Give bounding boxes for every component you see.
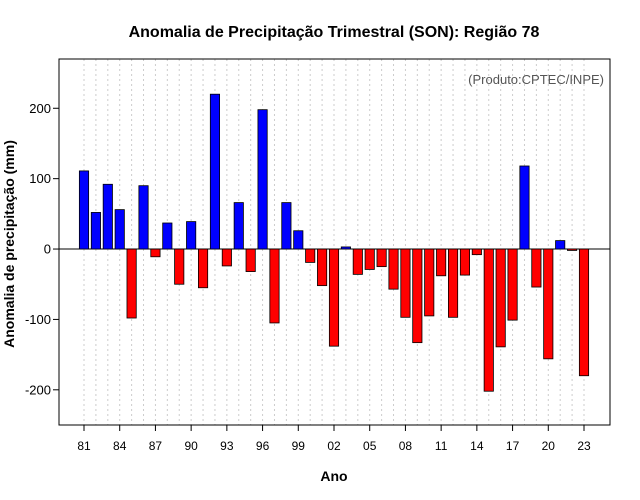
x-axis-title: Ano (320, 468, 347, 484)
y-tick-label: -200 (25, 382, 51, 397)
bar (209, 93, 220, 250)
bar (198, 248, 209, 289)
bar (340, 246, 351, 250)
bar (471, 248, 482, 256)
bar (174, 248, 185, 285)
y-tick-label: 0 (44, 242, 51, 257)
x-tick-label: 87 (149, 439, 163, 453)
bar (483, 248, 494, 392)
bar (221, 248, 232, 267)
grid-lines (83, 59, 585, 425)
bar (543, 248, 554, 360)
x-tick-label: 02 (327, 439, 341, 453)
bar (555, 240, 566, 250)
bar (376, 248, 387, 268)
x-tick-label: 20 (542, 439, 556, 453)
bar (352, 248, 363, 275)
bar (567, 248, 578, 251)
bar (245, 248, 256, 272)
bar (328, 248, 340, 347)
bar (364, 248, 375, 270)
bar (78, 170, 90, 250)
bar (102, 183, 113, 250)
bar (126, 248, 137, 319)
bar (436, 248, 447, 277)
x-tick-label: 08 (399, 439, 413, 453)
x-tick-label: 11 (435, 439, 448, 453)
bar (400, 248, 411, 318)
x-axis: 81 84 87 90 93 96 99 02 05 08 11 14 17 20 23 (77, 425, 591, 453)
chart-title: Anomalia de Precipitação Trimestral (SON… (129, 24, 540, 41)
bar (138, 185, 149, 250)
y-tick-label: 200 (29, 101, 51, 116)
x-tick-label: 81 (77, 439, 91, 453)
credit-annotation: (Produto:CPTEC/INPE) (468, 72, 604, 87)
x-tick-label: 17 (506, 439, 520, 453)
x-tick-label: 93 (220, 439, 234, 453)
bars (78, 93, 590, 392)
x-tick-label: 84 (113, 439, 127, 453)
bar (388, 248, 399, 290)
bar (90, 212, 101, 250)
x-tick-label: 90 (184, 439, 198, 453)
bar (448, 248, 459, 318)
y-tick-label: -100 (25, 312, 51, 327)
x-tick-label: 99 (292, 439, 306, 453)
bar (293, 230, 304, 250)
x-tick-label: 05 (363, 439, 377, 453)
bar (114, 209, 125, 250)
bar (186, 221, 197, 250)
bar (150, 248, 161, 258)
y-tick-label: 100 (29, 171, 51, 186)
bar (531, 248, 542, 288)
bar (507, 248, 518, 321)
bar (459, 248, 470, 276)
bar (578, 248, 590, 377)
bar (519, 165, 530, 250)
bar (424, 248, 435, 317)
bar (269, 248, 280, 324)
y-axis: -200 -100 0 100 200 (25, 101, 59, 397)
y-axis-title: Anomalia de precipitação (mm) (1, 140, 17, 348)
x-tick-label: 23 (577, 439, 591, 453)
bar (495, 248, 506, 348)
bar (305, 248, 316, 263)
bar (162, 222, 173, 250)
bar (257, 109, 268, 250)
bar (281, 202, 292, 250)
bar (317, 248, 328, 287)
bar (233, 202, 244, 250)
x-tick-label: 96 (256, 439, 270, 453)
x-tick-label: 14 (470, 439, 484, 453)
bar (412, 248, 423, 344)
